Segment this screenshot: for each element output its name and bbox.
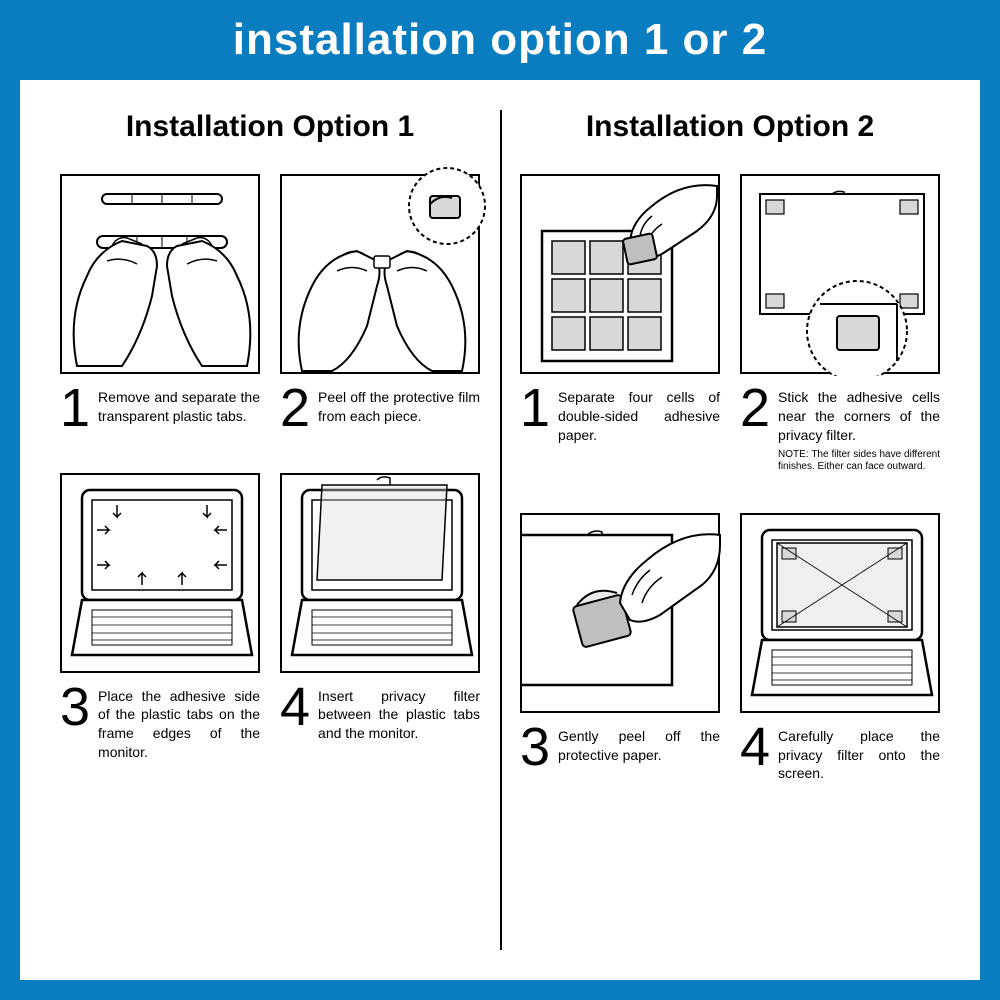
step-number: 2 (740, 384, 770, 433)
header-bar: installation option 1 or 2 (0, 0, 1000, 80)
option1-step1: 1 Remove and separate the transparent pl… (60, 174, 260, 433)
step-text: Insert privacy filter between the plasti… (318, 683, 480, 744)
header-title: installation option 1 or 2 (233, 15, 767, 65)
option1-step3: 3 Place the adhesive side of the plastic… (60, 473, 260, 763)
step-number: 1 (520, 384, 550, 433)
option1-step2-caption: 2 Peel off the protective film from each… (280, 384, 480, 433)
option1-title: Installation Option 1 (60, 110, 480, 144)
step-text-note: NOTE: The filter sides have different fi… (778, 449, 940, 473)
option2-step4: 4 Carefully place the privacy filter ont… (740, 513, 940, 784)
option1-column: Installation Option 1 (40, 110, 500, 950)
step-text: Separate four cells of double-sided adhe… (558, 384, 720, 445)
step-text: Stick the adhesive cells near the corner… (778, 384, 940, 473)
option2-step3-caption: 3 Gently peel off the protective paper. (520, 723, 720, 772)
option2-title: Installation Option 2 (520, 110, 940, 144)
option1-step3-caption: 3 Place the adhesive side of the plastic… (60, 683, 260, 763)
vertical-divider (500, 110, 502, 950)
step-number: 4 (280, 683, 310, 732)
option2-step1-illustration (520, 174, 720, 374)
step-text: Place the adhesive side of the plastic t… (98, 683, 260, 763)
step-number: 3 (60, 683, 90, 732)
option1-step4-caption: 4 Insert privacy filter between the plas… (280, 683, 480, 744)
option1-step4: 4 Insert privacy filter between the plas… (280, 473, 480, 763)
option1-step1-caption: 1 Remove and separate the transparent pl… (60, 384, 260, 433)
option1-step4-illustration (280, 473, 480, 673)
step-text: Remove and separate the transparent plas… (98, 384, 260, 426)
option2-step2-illustration (740, 174, 940, 374)
option2-step1-caption: 1 Separate four cells of double-sided ad… (520, 384, 720, 445)
step-text: Peel off the protective film from each p… (318, 384, 480, 426)
option2-step3-illustration (520, 513, 720, 713)
option1-step2: 2 Peel off the protective film from each… (280, 174, 480, 433)
option2-grid: 1 Separate four cells of double-sided ad… (520, 174, 940, 783)
option2-column: Installation Option 2 (500, 110, 960, 950)
step-number: 2 (280, 384, 310, 433)
step-text: Gently peel off the protective paper. (558, 723, 720, 765)
step-number: 4 (740, 723, 770, 772)
option1-step1-illustration (60, 174, 260, 374)
option2-step3: 3 Gently peel off the protective paper. (520, 513, 720, 784)
option2-step4-illustration (740, 513, 940, 713)
option1-step3-illustration (60, 473, 260, 673)
step-text: Carefully place the privacy filter onto … (778, 723, 940, 784)
option2-step4-caption: 4 Carefully place the privacy filter ont… (740, 723, 940, 784)
option1-grid: 1 Remove and separate the transparent pl… (60, 174, 480, 762)
content-panel: Installation Option 1 (20, 80, 980, 980)
option2-step2-caption: 2 Stick the adhesive cells near the corn… (740, 384, 940, 473)
option2-step2: 2 Stick the adhesive cells near the corn… (740, 174, 940, 473)
step-text-main: Stick the adhesive cells near the corner… (778, 389, 940, 443)
step-number: 1 (60, 384, 90, 433)
step-number: 3 (520, 723, 550, 772)
option2-step1: 1 Separate four cells of double-sided ad… (520, 174, 720, 473)
option1-step2-illustration (280, 174, 480, 374)
